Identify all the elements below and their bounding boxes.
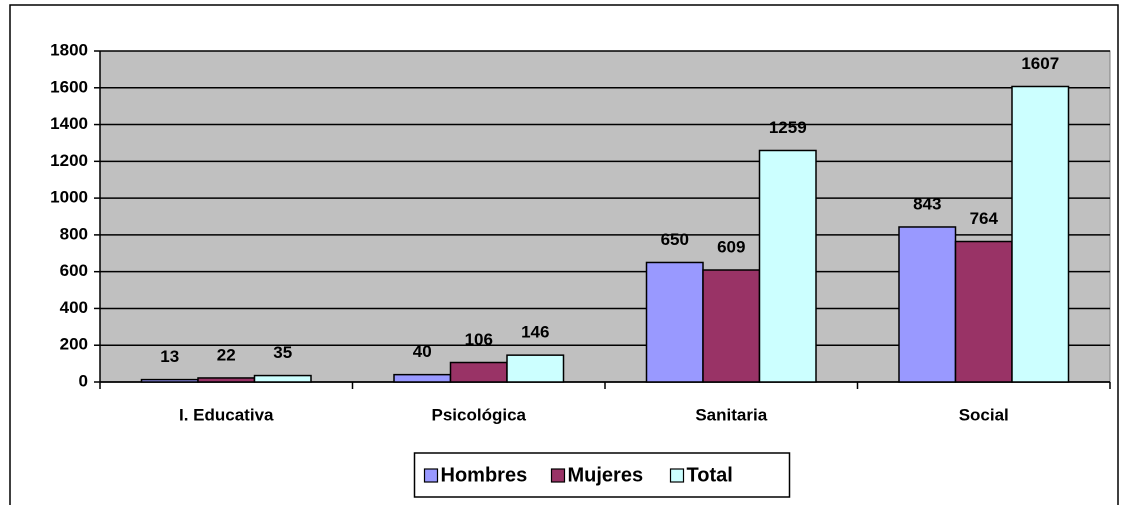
bar	[253, 374, 312, 383]
x-tick-label: Psicológica	[432, 405, 527, 424]
bar	[898, 226, 957, 383]
y-tick-label: 600	[60, 261, 88, 280]
bar	[954, 240, 1013, 383]
legend-label: Mujeres	[568, 464, 644, 486]
y-tick-label: 1400	[50, 114, 88, 133]
bar	[449, 361, 508, 383]
data-label: 22	[217, 345, 236, 364]
data-label: 106	[465, 330, 493, 349]
data-label: 764	[970, 209, 999, 228]
bar	[506, 354, 565, 383]
bar	[702, 269, 761, 383]
data-label: 650	[661, 230, 689, 249]
data-label: 13	[160, 347, 179, 366]
x-tick-label: Sanitaria	[695, 405, 767, 424]
data-label: 609	[717, 237, 745, 256]
chart-border	[9, 4, 1119, 505]
legend-swatch	[423, 468, 439, 483]
legend-label: Hombres	[441, 464, 528, 486]
data-label: 1607	[1021, 54, 1059, 73]
bar	[197, 377, 256, 383]
y-tick-label: 200	[60, 335, 88, 354]
bar	[758, 149, 817, 383]
y-tick-label: 1000	[50, 188, 88, 207]
bar	[140, 378, 199, 383]
legend-swatch	[550, 468, 566, 483]
x-tick-label: Social	[959, 405, 1009, 424]
x-tick-label: I. Educativa	[179, 405, 274, 424]
data-label: 35	[273, 343, 292, 362]
y-tick-label: 1600	[50, 77, 88, 96]
y-tick-label: 400	[60, 298, 88, 317]
bar	[645, 261, 704, 383]
data-label: 1259	[769, 118, 807, 137]
y-tick-label: 0	[79, 371, 88, 390]
bar	[393, 373, 452, 383]
y-tick-label: 1800	[50, 40, 88, 59]
data-label: 40	[413, 342, 432, 361]
data-label: 843	[913, 194, 941, 213]
legend-label: Total	[687, 464, 733, 486]
y-tick-label: 1200	[50, 151, 88, 170]
data-label: 146	[521, 323, 549, 342]
bar	[1011, 85, 1070, 383]
legend-box	[413, 452, 791, 498]
legend-swatch	[669, 468, 685, 483]
y-tick-label: 800	[60, 224, 88, 243]
